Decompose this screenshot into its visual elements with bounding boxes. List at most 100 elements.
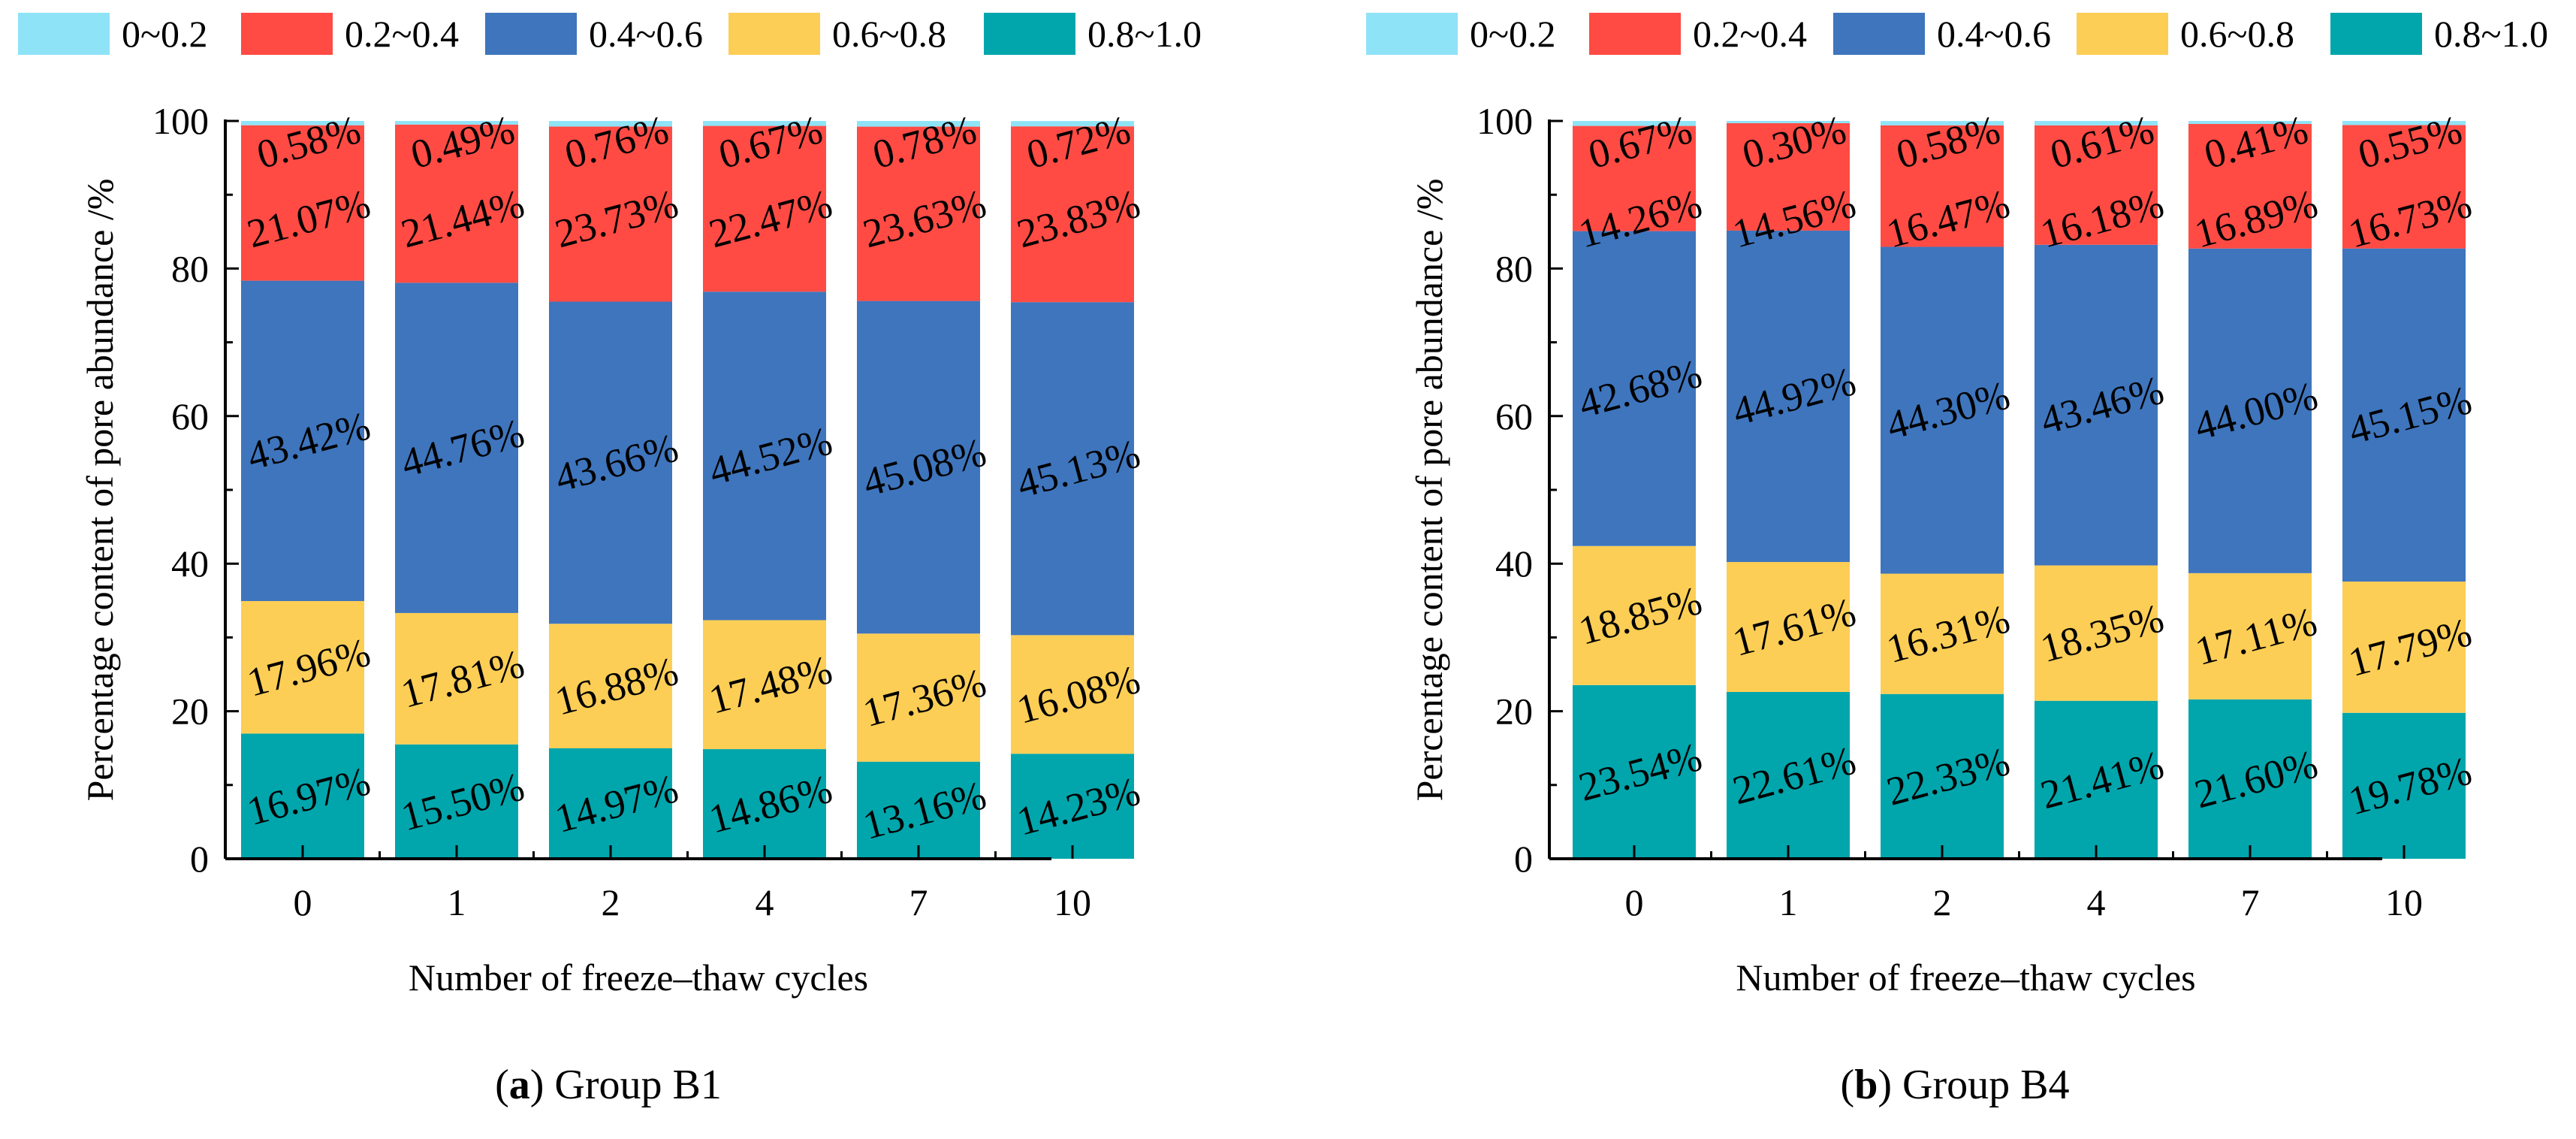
legend-swatch <box>1589 13 1681 55</box>
bar-segment <box>703 749 826 859</box>
bar-segment <box>1573 125 1696 231</box>
legend-label: 0.6~0.8 <box>832 13 946 55</box>
legend-label: 0.4~0.6 <box>589 13 703 55</box>
caption-part: ) Group B1 <box>530 1062 722 1108</box>
bar-segment <box>2188 699 2312 859</box>
bar-segment <box>395 282 518 613</box>
bar-segment <box>1727 122 1850 231</box>
caption-part: ) Group B4 <box>1878 1062 2069 1108</box>
bar-segment <box>1881 573 2004 694</box>
legend-swatch <box>728 13 820 55</box>
bar-segment <box>857 121 980 127</box>
legend-label: 0.2~0.4 <box>1693 13 1807 55</box>
y-axis-title: Percentage content of pore abundance /% <box>1408 179 1450 802</box>
x-axis-title: Number of freeze–thaw cycles <box>409 956 868 999</box>
y-tick-label: 20 <box>171 690 209 733</box>
y-tick-label: 60 <box>1495 395 1533 437</box>
chart-a: 0~0.2 0.2~0.4 0.4~0.6 0.6~0.8 0.8~1.016.97%1… <box>18 13 1202 1108</box>
bar-segment <box>2035 244 2158 566</box>
bar-segment <box>1727 691 1850 859</box>
bar-segment <box>241 600 364 734</box>
y-tick-label: 40 <box>1495 542 1533 585</box>
bar-segment <box>2342 712 2466 859</box>
bar-segment <box>2035 700 2158 859</box>
y-tick-label: 100 <box>152 100 209 142</box>
x-tick-label: 1 <box>1779 881 1798 923</box>
bar-segment <box>2035 565 2158 701</box>
bar-segment <box>395 744 518 859</box>
bar-segment <box>241 280 364 601</box>
bar-segment <box>549 126 672 302</box>
bar-segment <box>1727 230 1850 563</box>
x-tick-label: 1 <box>448 881 466 923</box>
y-tick-label: 80 <box>171 247 209 289</box>
legend-label: 0.8~1.0 <box>2434 13 2548 55</box>
x-tick-label: 7 <box>909 881 928 923</box>
legend-swatch <box>241 13 333 55</box>
bar-segment <box>1881 121 2004 125</box>
bar-segment <box>703 121 826 126</box>
bar-segment <box>2342 248 2466 582</box>
legend-swatch <box>485 13 577 55</box>
caption-part: b <box>1854 1062 1878 1108</box>
bar-segment <box>703 620 826 750</box>
bar-segment <box>1573 121 1696 126</box>
bar-segment <box>703 292 826 621</box>
legend-label: 0.8~1.0 <box>1087 13 1202 55</box>
legend-label: 0~0.2 <box>1470 13 1556 55</box>
bar-segment <box>2035 121 2158 125</box>
bar-segment <box>1011 754 1134 859</box>
y-tick-label: 60 <box>171 395 209 437</box>
legend-swatch <box>2077 13 2168 55</box>
caption: (b) Group B4 <box>1841 1062 2070 1108</box>
bar-segment <box>1881 246 2004 574</box>
bar-segment <box>857 761 980 859</box>
bar-segment <box>395 124 518 283</box>
bar-segment <box>241 125 364 281</box>
legend-label: 0.4~0.6 <box>1937 13 2051 55</box>
bar-segment <box>1573 231 1696 546</box>
legend: 0~0.2 0.2~0.4 0.4~0.6 0.6~0.8 0.8~1.0 <box>1366 13 2548 55</box>
bar-segment <box>1011 126 1134 303</box>
bar-segment <box>395 121 518 125</box>
x-axis-title: Number of freeze–thaw cycles <box>1736 956 2195 999</box>
bar-segment <box>1881 125 2004 247</box>
bar-segment <box>549 121 672 127</box>
bar-segment <box>1011 302 1134 636</box>
bar-segment <box>1573 684 1696 859</box>
bar-segment <box>241 733 364 859</box>
bar-segment <box>703 125 826 292</box>
caption: (a) Group B1 <box>495 1062 722 1108</box>
bar-segment <box>857 301 980 634</box>
x-tick-label: 2 <box>1933 881 1952 923</box>
legend-swatch <box>984 13 1075 55</box>
legend: 0~0.2 0.2~0.4 0.4~0.6 0.6~0.8 0.8~1.0 <box>18 13 1202 55</box>
legend-swatch <box>1366 13 1458 55</box>
bar-segment <box>549 624 672 748</box>
chart-b: 0~0.2 0.2~0.4 0.4~0.6 0.6~0.8 0.8~1.023.54%1… <box>1366 13 2548 1108</box>
legend-label: 0~0.2 <box>122 13 208 55</box>
bar-segment <box>857 633 980 762</box>
bar-segment <box>1573 545 1696 685</box>
bar-segment <box>2342 121 2466 125</box>
bar-segment <box>2188 121 2312 124</box>
y-tick-label: 0 <box>1514 838 1533 880</box>
bar-segment <box>2188 573 2312 699</box>
bar-segment <box>395 612 518 745</box>
bar-segment <box>857 126 980 301</box>
bar-segment <box>549 748 672 859</box>
x-tick-label: 0 <box>294 881 312 923</box>
x-tick-label: 7 <box>2241 881 2260 923</box>
caption-part: ( <box>495 1062 509 1108</box>
y-tick-label: 80 <box>1495 247 1533 289</box>
y-axis-title: Percentage content of pore abundance /% <box>79 179 121 802</box>
x-tick-label: 4 <box>756 881 774 923</box>
y-tick-label: 40 <box>171 542 209 585</box>
x-tick-label: 10 <box>1054 881 1091 923</box>
legend-swatch <box>1833 13 1925 55</box>
bar-segment <box>1011 121 1134 127</box>
bar-segment <box>1727 562 1850 692</box>
x-tick-label: 10 <box>2385 881 2423 923</box>
bar-segment <box>2342 125 2466 249</box>
